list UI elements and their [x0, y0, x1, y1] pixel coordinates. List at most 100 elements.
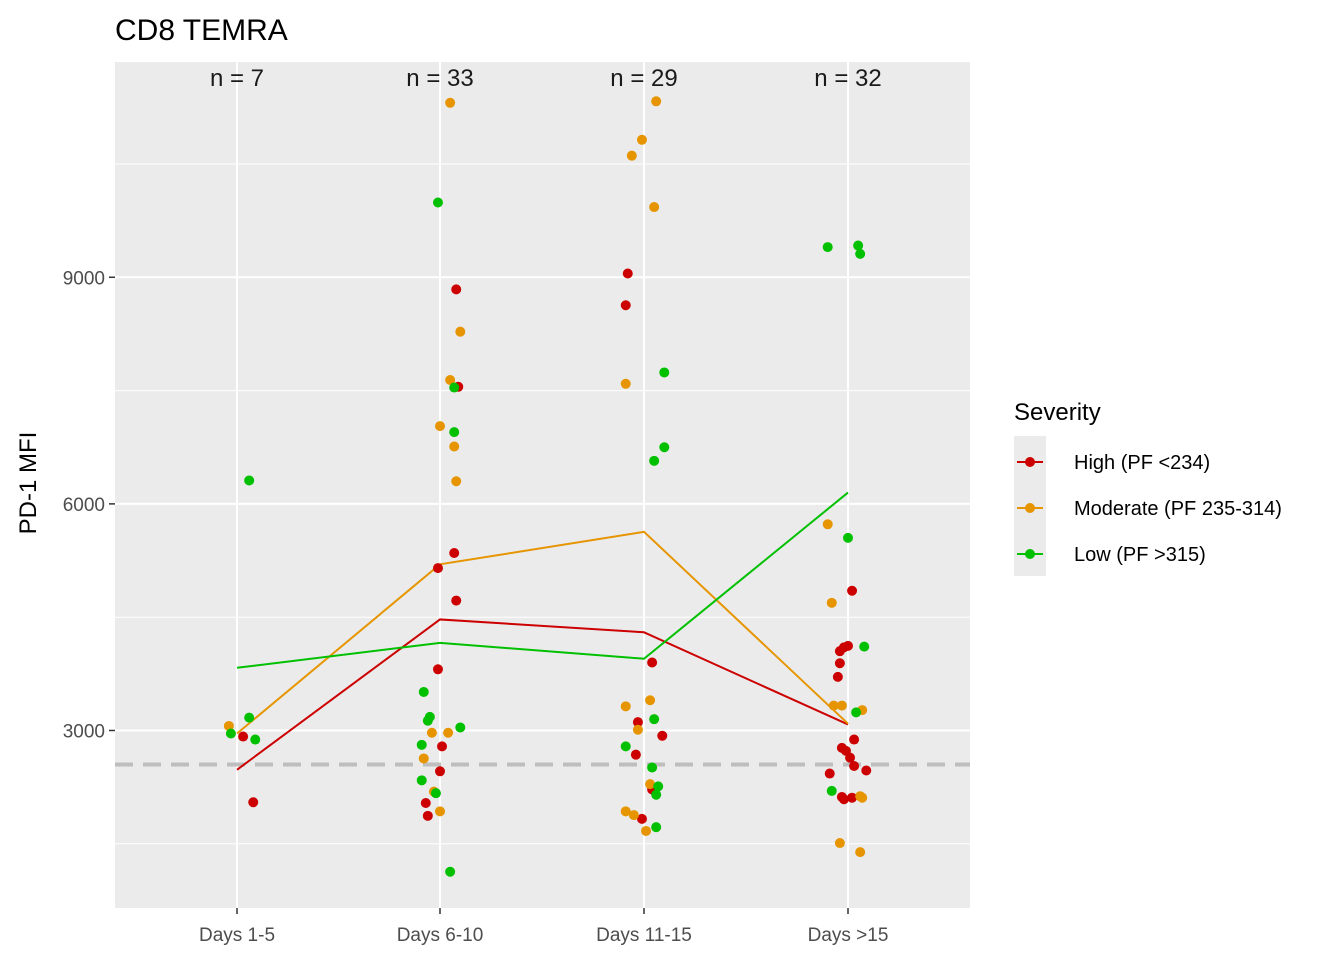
data-point: [225, 728, 236, 739]
data-point: [620, 806, 631, 817]
data-point: [853, 240, 864, 251]
data-point: [244, 475, 255, 486]
data-point: [432, 664, 443, 675]
data-point: [449, 441, 460, 452]
data-point: [651, 789, 662, 800]
legend: Severity High (PF <234) Moderate (PF 235-…: [1014, 399, 1282, 576]
data-point: [834, 838, 845, 849]
data-point: [435, 806, 445, 817]
data-point: [632, 717, 643, 728]
data-point: [622, 268, 633, 279]
data-point: [826, 597, 837, 608]
data-point: [626, 150, 637, 161]
data-point: [435, 421, 445, 432]
data-point: [449, 382, 460, 393]
data-point: [449, 427, 460, 438]
legend-key-point: [1025, 549, 1035, 559]
legend-label: Moderate (PF 235-314): [1074, 498, 1282, 520]
data-point: [451, 476, 462, 487]
legend-key-point: [1025, 457, 1035, 467]
n-label: n = 32: [814, 65, 881, 92]
data-point: [416, 775, 427, 786]
legend-label: Low (PF >315): [1074, 544, 1206, 566]
data-point: [838, 794, 849, 805]
n-label: n = 33: [406, 65, 473, 92]
data-point: [418, 753, 429, 764]
data-point: [248, 797, 259, 808]
x-tick-label: Days 11-15: [596, 925, 692, 946]
y-axis: 3000 6000 9000: [63, 268, 115, 742]
data-point: [420, 798, 431, 809]
data-point: [861, 765, 872, 776]
data-point: [651, 96, 662, 107]
data-point: [851, 707, 862, 718]
data-point: [451, 284, 462, 295]
data-point: [847, 585, 858, 596]
data-point: [824, 768, 835, 779]
data-point: [250, 734, 261, 745]
data-point: [630, 749, 641, 760]
data-point: [620, 741, 631, 752]
data-point: [445, 375, 456, 386]
chart-title: CD8 TEMRA: [115, 14, 288, 47]
data-point: [651, 822, 662, 833]
data-point: [455, 722, 466, 733]
data-point: [636, 134, 647, 145]
data-point: [828, 700, 839, 711]
data-point: [845, 752, 856, 763]
data-point: [632, 724, 643, 735]
data-point: [451, 595, 462, 606]
data-point: [649, 202, 660, 213]
legend-label: High (PF <234): [1074, 452, 1210, 474]
data-point: [855, 847, 866, 858]
legend-title: Severity: [1014, 399, 1101, 426]
data-point: [647, 657, 658, 668]
data-point: [416, 739, 427, 750]
data-point: [849, 734, 860, 745]
plot-panel: n = 7 n = 33 n = 29 n = 32: [115, 62, 970, 908]
data-point: [437, 741, 448, 752]
data-point: [822, 519, 833, 530]
y-axis-title: PD-1 MFI: [15, 432, 42, 535]
data-point: [649, 714, 660, 725]
data-point: [657, 730, 668, 741]
panel-background: [115, 62, 970, 908]
data-point: [443, 727, 454, 738]
data-point: [418, 686, 429, 697]
series-line: [236, 491, 849, 669]
data-point: [849, 760, 860, 771]
data-point: [659, 367, 670, 378]
data-point: [855, 248, 866, 259]
data-point: [432, 197, 443, 208]
data-point: [645, 695, 656, 706]
data-point: [430, 788, 441, 799]
n-label: n = 29: [610, 65, 677, 92]
series-line: [236, 530, 849, 735]
x-tick-label: Days 6-10: [397, 925, 484, 946]
data-point: [826, 785, 837, 796]
data-point: [244, 712, 255, 723]
data-point: [445, 97, 456, 108]
data-point: [620, 378, 631, 389]
data-point: [424, 711, 435, 722]
series-line: [236, 618, 849, 771]
data-point: [659, 442, 670, 453]
data-point: [636, 813, 647, 824]
data-point: [857, 792, 868, 803]
legend-key-point: [1025, 503, 1035, 513]
x-tick-label: Days >15: [808, 925, 889, 946]
data-point: [432, 563, 443, 574]
data-point: [843, 532, 853, 543]
data-point: [445, 866, 456, 877]
data-point: [455, 326, 466, 337]
data-point: [836, 700, 847, 711]
data-point: [435, 766, 445, 777]
data-point: [422, 810, 433, 821]
data-point: [628, 810, 639, 821]
data-point: [653, 781, 664, 792]
data-point: [649, 455, 660, 466]
data-point: [620, 300, 631, 311]
x-axis: Days 1-5 Days 6-10 Days 11-15 Days >15: [199, 908, 888, 946]
data-point: [843, 640, 853, 651]
